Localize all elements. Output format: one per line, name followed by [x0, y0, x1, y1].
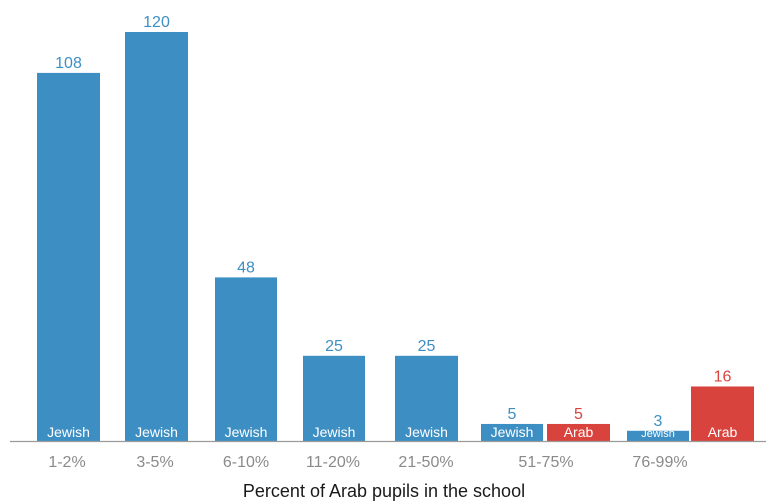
x-tick-labels: 1-2% 3-5% 6-10% 11-20% 21-50% 51-75% 76-99%	[48, 454, 687, 471]
bar-jewish-21-50	[395, 355, 458, 441]
bar-jewish-51-75	[481, 423, 543, 441]
value-label-jewish-21-50: 25	[418, 338, 436, 355]
x-tick-label: 76-99%	[632, 454, 687, 471]
value-label-jewish-11-20: 25	[325, 338, 343, 355]
bar-jewish-6-10	[215, 277, 277, 441]
x-tick-label: 3-5%	[136, 454, 173, 471]
bar-arab-51-75	[547, 423, 610, 441]
x-tick-label: 6-10%	[223, 454, 269, 471]
bar-inner-label-arab-51-75: Arab	[564, 424, 594, 440]
bar-inner-label-jewish-1-2: Jewish	[47, 424, 90, 440]
bar-jewish-76-99	[627, 430, 689, 441]
bar-inner-label-jewish-3-5: Jewish	[135, 424, 178, 440]
bars-group: 108 Jewish 120 Jewish 48 Jewish 25 Jewish 25 Jewi…	[37, 14, 754, 442]
x-tick-label: 11-20%	[306, 454, 360, 471]
value-label-arab-76-99: 16	[714, 368, 732, 385]
x-tick-label: 1-2%	[48, 454, 85, 471]
value-label-jewish-6-10: 48	[237, 259, 255, 276]
bar-jewish-1-2	[37, 72, 100, 442]
bar-jewish-11-20	[303, 355, 365, 441]
bar-inner-label-jewish-6-10: Jewish	[225, 424, 268, 440]
x-tick-label: 21-50%	[398, 454, 453, 471]
x-tick-label: 51-75%	[518, 454, 573, 471]
bar-inner-label-jewish-11-20: Jewish	[313, 424, 356, 440]
bar-inner-label-jewish-21-50: Jewish	[405, 424, 448, 440]
value-label-arab-51-75: 5	[574, 406, 583, 423]
value-label-jewish-3-5: 120	[143, 14, 170, 31]
value-label-jewish-76-99: 3	[654, 413, 663, 430]
bar-inner-label-jewish-51-75: Jewish	[491, 424, 534, 440]
bar-jewish-3-5	[125, 32, 188, 441]
value-label-jewish-51-75: 5	[508, 406, 517, 423]
bar-inner-label-jewish-76-99: Jewish	[641, 428, 675, 440]
bar-inner-label-arab-76-99: Arab	[708, 424, 738, 440]
value-label-jewish-1-2: 108	[55, 55, 82, 72]
bar-arab-76-99	[691, 386, 754, 441]
x-axis-title: Percent of Arab pupils in the school	[243, 481, 525, 501]
